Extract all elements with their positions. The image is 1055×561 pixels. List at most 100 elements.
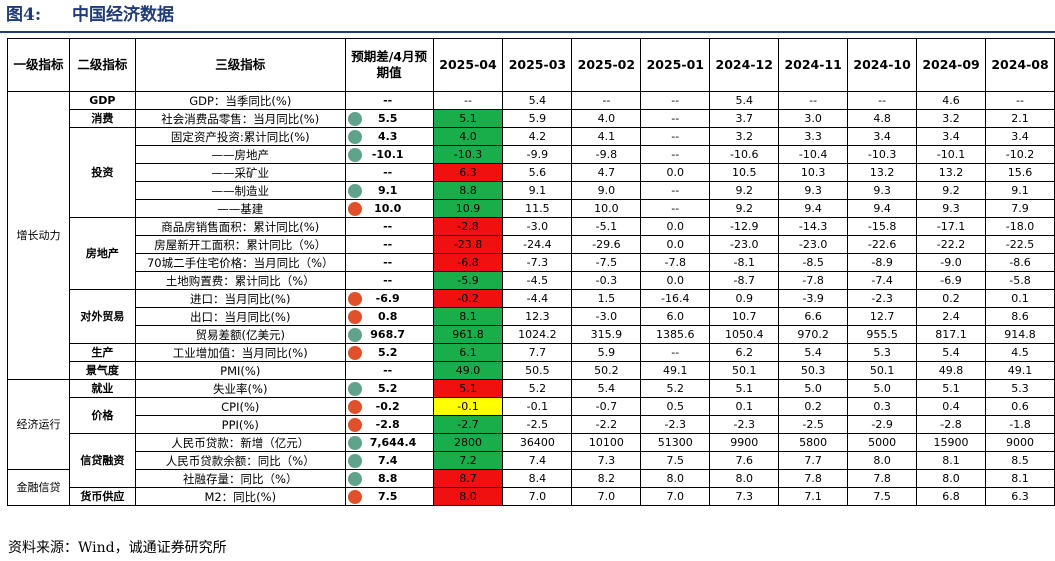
history-value: 8.1 [916,451,986,470]
history-value: -14.3 [778,217,849,236]
indicator-name: 进口：当月同比(%) [134,289,346,308]
current-value: -23.8 [432,235,504,254]
history-value: -10.2 [985,145,1055,164]
history-value: 8.0 [916,469,986,488]
history-value: 5.0 [778,379,849,398]
history-value: 5.2 [502,379,573,398]
history-value: -23.0 [709,235,780,254]
history-value: -2.3 [640,415,711,434]
level2-category: 景气度 [68,361,136,380]
history-value: 6.2 [709,343,780,362]
history-value: 0.0 [640,217,711,236]
history-value: -- [640,109,711,128]
table-row: ——房地产 -10.1 -10.3 -9.9 -9.8 -- -10.6 -10.4 -10.3… [8,145,1055,164]
history-value: 0.4 [916,397,986,416]
history-value: -7.8 [640,253,711,272]
history-value: 9.1 [985,181,1055,200]
history-value: 970.2 [778,325,849,344]
history-value: -4.5 [502,271,573,290]
history-value: 0.0 [640,163,711,182]
red-circle-icon [347,345,362,360]
history-value: 0.5 [640,397,711,416]
empty-indicator [348,256,362,270]
history-value: 3.4 [916,127,986,146]
indicator-name: 社融存量：同比（%） [134,469,346,488]
empty-indicator [348,166,362,180]
history-value: 0.0 [640,271,711,290]
forecast-cell: -- [344,271,434,290]
history-value: -- [640,181,711,200]
empty-indicator [348,94,362,108]
col-header: 2024-12 [709,38,780,92]
forecast-value: -- [383,363,393,377]
level2-category: 生产 [68,343,136,362]
history-value: 50.1 [709,361,780,380]
history-value: 7.4 [502,451,573,470]
red-circle-icon [347,489,362,504]
history-value: 1385.6 [640,325,711,344]
history-value: 5800 [778,433,849,452]
indicator-name: ——制造业 [134,181,346,200]
history-value: 0.6 [985,397,1055,416]
table-row: 增长动力 GDP GDP：当季同比(%) -- -- 5.4 -- -- 5.4 -- -- 4.6-… [7,91,1055,380]
history-value: -10.6 [709,145,780,164]
history-value: 4.8 [847,109,918,128]
history-value: -29.6 [571,235,642,254]
green-circle-icon [347,471,362,486]
forecast-cell: 5.5 [344,109,434,128]
forecast-value: -6.9 [375,291,400,305]
history-value: -22.2 [916,235,986,254]
table-row: 贸易差额(亿美元) 968.7 961.8 1024.2 315.9 1385.6 1050… [8,325,1055,344]
figure-title-text: 中国经济数据 [72,5,174,25]
history-value: 3.2 [709,127,780,146]
table-row: 土地购置费：累计同比（%） -- -5.9 -4.5 -0.3 0.0 -8.7 -7.8 -7… [8,271,1055,290]
history-value: -- [778,91,849,110]
current-value: 10.9 [432,199,504,218]
history-value: 6.3 [985,487,1055,506]
history-value: -- [847,91,918,110]
indicator-name: M2：同比(%) [134,487,346,506]
history-value: 8.6 [985,307,1055,326]
history-value: 5.9 [502,109,573,128]
empty-indicator [348,238,362,252]
forecast-cell: -0.2 [344,397,434,416]
forecast-value: -2.8 [375,417,400,431]
history-value: -10.1 [916,145,986,164]
forecast-cell: -10.1 [344,145,434,164]
history-value: -- [640,91,711,110]
forecast-cell: 7.4 [344,451,434,470]
table-row: 生产 工业增加值：当月同比(%) 5.2 6.1 7.7 5.9 -- 6.2 5.4 5.3 5.… [8,343,1055,362]
history-value: 5.4 [571,379,642,398]
history-value: 7.5 [847,487,918,506]
green-circle-icon [347,129,362,144]
history-value: -7.8 [778,271,849,290]
history-value: 5.4 [778,343,849,362]
forecast-value: 7.4 [377,453,398,467]
indicator-name: 社会消费品零售：当月同比(%) [134,109,346,128]
history-value: 10100 [571,433,642,452]
history-value: 5.3 [847,343,918,362]
red-circle-icon [347,291,362,306]
history-value: -7.3 [502,253,573,272]
history-value: -22.5 [985,235,1055,254]
history-value: 9.3 [778,181,849,200]
history-value: 8.4 [502,469,573,488]
current-value: -2.8 [432,217,504,236]
forecast-value: 7.5 [377,489,398,503]
history-value: 9000 [985,433,1055,452]
level2-category: 房地产 [68,217,136,290]
history-value: 4.7 [571,163,642,182]
title-rule [0,31,1055,33]
table-row: 金融信贷 社融存量：同比（%） 8.8 8.7 8.4 8.2 8.0 8.0 7.8 7.8 8.… [7,469,1055,506]
history-value: -12.9 [709,217,780,236]
forecast-value: -- [383,273,393,287]
indicator-name: 70城二手住宅价格：当月同比（%） [134,253,346,272]
history-value: 0.9 [709,289,780,308]
history-value: 50.5 [502,361,573,380]
col-header: 2024-09 [916,38,986,92]
current-value: 6.3 [432,163,504,182]
history-value: 3.7 [709,109,780,128]
history-value: 5.6 [502,163,573,182]
indicator-name: CPI(%) [134,397,346,416]
table-row: 房屋新开工面积：累计同比（%） -- -23.8 -24.4 -29.6 0.0 -23.0… [8,235,1055,254]
